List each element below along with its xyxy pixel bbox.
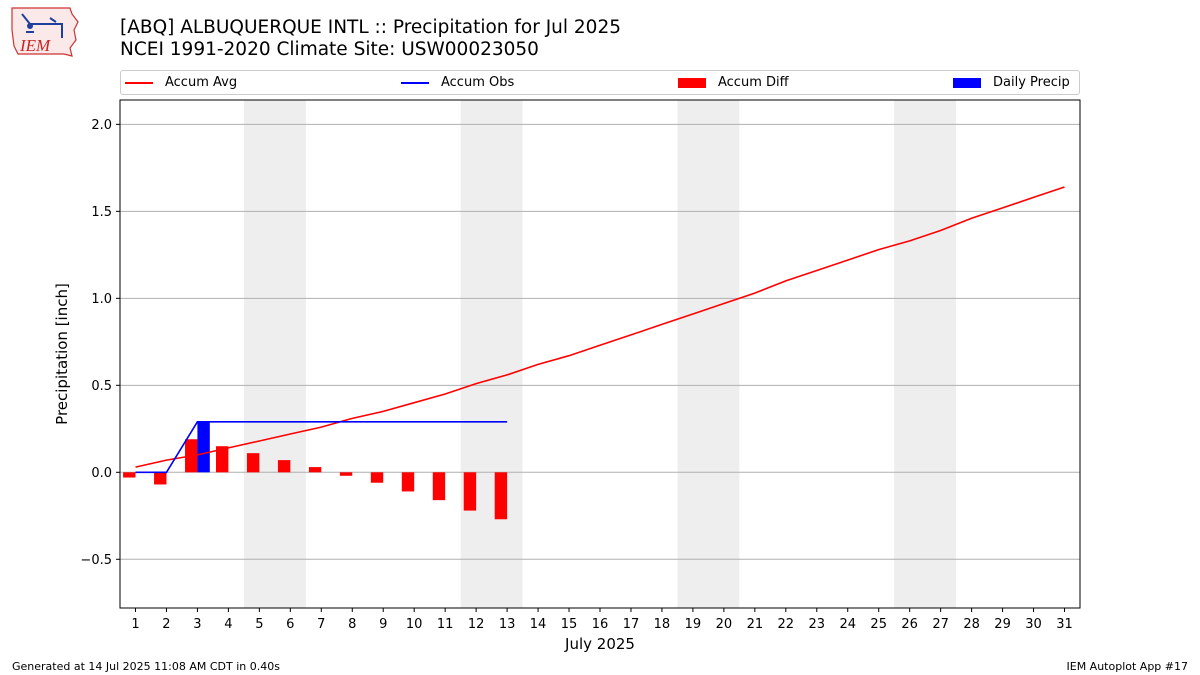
x-tick-label-14: 14 xyxy=(530,617,547,632)
accum-diff-bar-day-13 xyxy=(494,472,508,520)
legend-item-accum-obs: Accum Obs xyxy=(401,75,514,90)
x-tick-label-21: 21 xyxy=(747,617,764,632)
x-tick-label-5: 5 xyxy=(255,617,263,632)
x-tick-label-22: 22 xyxy=(778,617,795,632)
x-tick-label-8: 8 xyxy=(348,617,356,632)
accum-diff-bar-day-5 xyxy=(246,453,260,473)
x-tick-label-2: 2 xyxy=(162,617,170,632)
accum-diff-bar-day-8 xyxy=(339,472,353,476)
x-tick-label-18: 18 xyxy=(654,617,671,632)
x-tick-label-10: 10 xyxy=(406,617,423,632)
x-tick-label-17: 17 xyxy=(623,617,640,632)
x-tick-label-4: 4 xyxy=(224,617,232,632)
weekend-band-4 xyxy=(894,100,957,608)
logo-text: IEM xyxy=(19,36,51,55)
footer-generated: Generated at 14 Jul 2025 11:08 AM CDT in… xyxy=(12,660,280,673)
accum-diff-bar-day-12 xyxy=(463,472,477,511)
x-tick-label-11: 11 xyxy=(437,617,454,632)
x-tick-label-20: 20 xyxy=(716,617,733,632)
x-tick-label-23: 23 xyxy=(809,617,826,632)
weekend-band-1 xyxy=(243,100,306,608)
legend-item-accum-diff: Accum Diff xyxy=(678,75,789,90)
x-tick-label-25: 25 xyxy=(870,617,887,632)
x-tick-label-24: 24 xyxy=(839,617,856,632)
daily-precip-bar-day-3 xyxy=(197,421,210,473)
chart-title: [ABQ] ALBUQUERQUE INTL :: Precipitation … xyxy=(120,17,621,38)
chart-subtitle: NCEI 1991-2020 Climate Site: USW00023050 xyxy=(120,39,539,60)
legend-label-accum-avg: Accum Avg xyxy=(165,75,238,90)
accum-avg-line xyxy=(135,186,1065,468)
accum-obs-line xyxy=(135,420,508,474)
legend-swatch-daily-precip xyxy=(953,77,981,88)
y-tick-label-2: 0.5 xyxy=(91,379,112,394)
x-tick-label-31: 31 xyxy=(1056,617,1073,632)
x-tick-label-3: 3 xyxy=(193,617,201,632)
footer-app-id: IEM Autoplot App #17 xyxy=(1066,660,1189,673)
x-tick-label-30: 30 xyxy=(1025,617,1042,632)
legend-swatch-accum-diff xyxy=(678,77,706,88)
x-tick-label-27: 27 xyxy=(932,617,949,632)
accum-diff-bar-day-1 xyxy=(123,472,136,478)
weather-station-icon xyxy=(21,13,63,38)
legend-label-accum-obs: Accum Obs xyxy=(441,75,515,90)
x-tick-label-7: 7 xyxy=(317,617,325,632)
x-tick-label-16: 16 xyxy=(592,617,609,632)
accum-diff-bar-day-11 xyxy=(432,472,446,501)
y-tick-label-4: 1.5 xyxy=(91,205,112,220)
accum-diff-bar-day-10 xyxy=(401,472,415,492)
legend-item-daily-precip: Daily Precip xyxy=(953,75,1070,90)
legend-swatch-accum-avg xyxy=(125,81,153,84)
legend-swatch-accum-obs xyxy=(401,81,429,84)
x-tick-label-26: 26 xyxy=(901,617,918,632)
x-tick-label-15: 15 xyxy=(561,617,578,632)
x-tick-label-6: 6 xyxy=(286,617,294,632)
x-tick-label-19: 19 xyxy=(685,617,702,632)
y-tick-label-3: 1.0 xyxy=(91,292,112,307)
iowa-state-outline-icon xyxy=(11,7,79,57)
x-axis-label: July 2025 xyxy=(564,635,635,653)
y-axis-label: Precipitation [inch] xyxy=(53,283,71,425)
x-tick-label-9: 9 xyxy=(379,617,387,632)
x-tick-label-1: 1 xyxy=(131,617,139,632)
accum-diff-bar-day-9 xyxy=(370,472,384,483)
legend-label-daily-precip: Daily Precip xyxy=(993,75,1070,90)
y-tick-label-0: −0.5 xyxy=(80,553,112,568)
weekend-band-3 xyxy=(677,100,740,608)
y-tick-label-5: 2.0 xyxy=(91,118,112,133)
x-tick-label-28: 28 xyxy=(963,617,980,632)
legend: Accum Avg Accum Obs Accum Diff Daily Pre… xyxy=(120,70,1080,95)
x-tick-label-12: 12 xyxy=(468,617,485,632)
legend-item-accum-avg: Accum Avg xyxy=(125,75,237,90)
x-tick-label-13: 13 xyxy=(499,617,516,632)
accum-diff-bar-day-2 xyxy=(154,472,167,485)
iem-logo: IEM xyxy=(11,7,79,57)
x-tick-label-29: 29 xyxy=(994,617,1011,632)
accum-diff-bar-day-6 xyxy=(277,460,291,473)
accum-diff-bar-day-7 xyxy=(308,467,322,473)
accum-diff-bar-day-4 xyxy=(216,446,229,473)
y-tick-label-1: 0.0 xyxy=(91,466,112,481)
legend-label-accum-diff: Accum Diff xyxy=(718,75,789,90)
weekend-band-2 xyxy=(460,100,523,608)
